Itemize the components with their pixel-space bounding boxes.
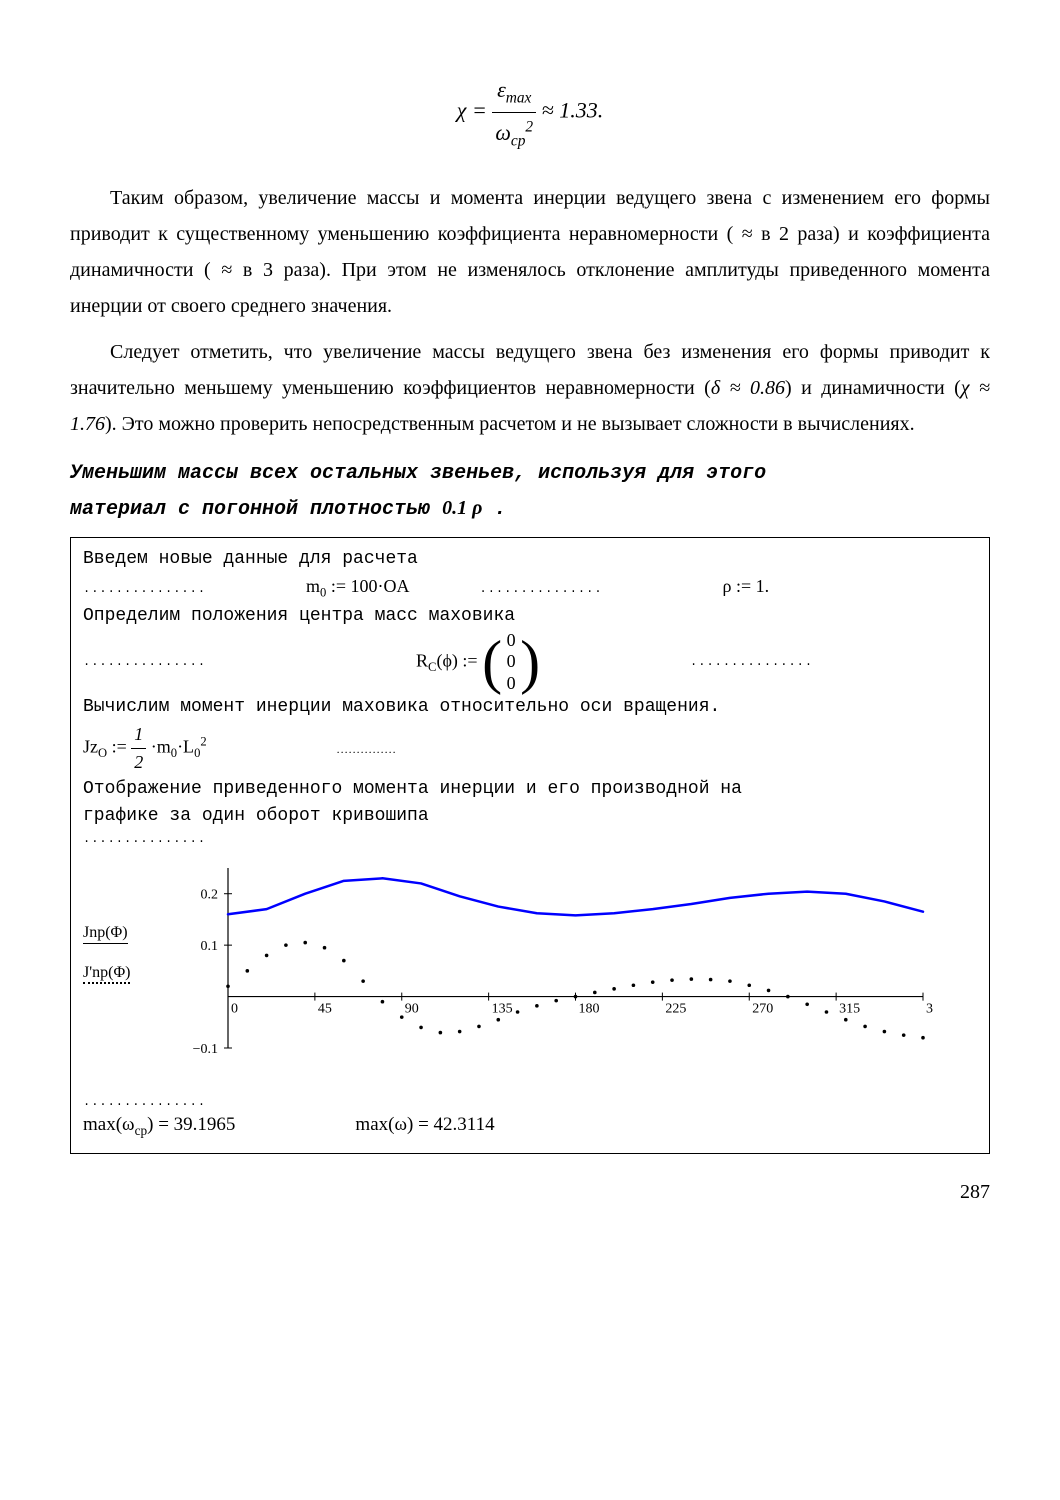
svg-text:0: 0	[231, 1002, 238, 1017]
svg-text:225: 225	[665, 1002, 686, 1017]
top-equation: χ = εmax ωcр2 ≈ 1.33.	[70, 70, 990, 155]
svg-text:360: 360	[926, 1002, 933, 1017]
svg-text:180: 180	[579, 1002, 600, 1017]
svg-text:270: 270	[752, 1002, 773, 1017]
svg-text:−0.1: −0.1	[193, 1042, 218, 1057]
paragraph-1: Таким образом, увеличение массы и момент…	[70, 180, 990, 324]
code-line-3: Определим положения центра масс маховика	[83, 603, 977, 630]
bold-instruction: Уменьшим массы всех остальных звеньев, и…	[70, 457, 990, 527]
code-assignments-row: ............... m0 := 100·OA ...........…	[83, 573, 977, 602]
svg-text:90: 90	[405, 1002, 419, 1017]
chi-symbol: χ	[457, 98, 467, 123]
chart-y-labels: Jnp(Φ) J'np(Φ)	[83, 923, 130, 984]
mathcad-block: Введем новые данные для расчета ........…	[70, 537, 990, 1154]
jz-expression: JzO := 1 2 ·m0·L02 ...............	[83, 721, 977, 776]
results-row: max(ωcр) = 39.1965 max(ω) = 42.3114	[83, 1111, 977, 1141]
code-line-1: Введем новые данные для расчета	[83, 546, 977, 573]
chart-svg: 0 45 90 135 180 225 270 315 360 −0.1 0.1 0.2	[173, 858, 933, 1078]
svg-text:0.1: 0.1	[201, 940, 219, 955]
code-line-5: Вычислим момент инерции маховика относит…	[83, 694, 977, 721]
page-number: 287	[70, 1174, 990, 1210]
svg-text:0.2: 0.2	[201, 888, 219, 903]
svg-text:45: 45	[318, 1002, 332, 1017]
svg-text:135: 135	[492, 1002, 513, 1017]
code-line-7b: графике за один оборот кривошипа	[83, 803, 977, 830]
rc-expression: ............... RC(ϕ) := ( 0 0 0 ) .....…	[83, 630, 977, 695]
code-line-7a: Отображение приведенного момента инерции…	[83, 776, 977, 803]
paragraph-2: Следует отметить, что увеличение массы в…	[70, 334, 990, 442]
chart: Jnp(Φ) J'np(Φ) 0 45 90 135 180 225 270 315 360 −0…	[83, 858, 977, 1088]
svg-text:315: 315	[839, 1002, 860, 1017]
